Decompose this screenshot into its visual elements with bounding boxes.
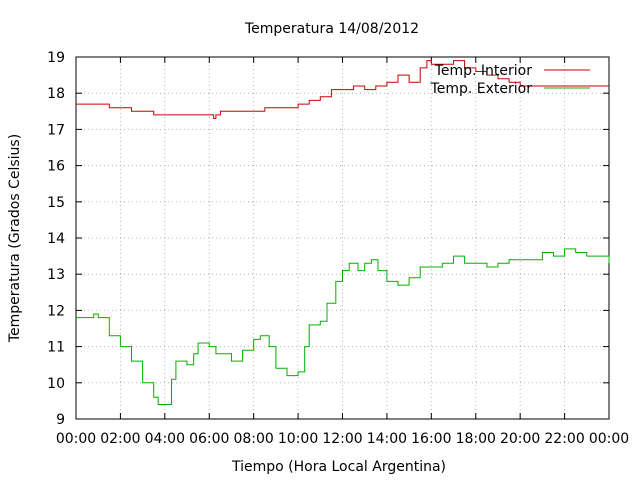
x-tick-label: 14:00 [367,431,407,447]
x-tick-label: 00:00 [56,431,96,447]
y-tick-label: 15 [47,195,65,211]
y-tick-label: 17 [47,122,65,138]
y-tick-label: 19 [47,50,65,66]
y-axis-label: Temperatura (Grados Celsius) [7,134,23,343]
series-lines [76,60,610,405]
y-tick-label: 11 [47,340,65,356]
y-tick-label: 16 [47,159,65,175]
series-line-1 [76,248,610,405]
y-tick-label: 12 [47,303,65,319]
x-tick-label: 22:00 [544,431,584,447]
x-tick-label: 16:00 [411,431,451,447]
y-tick-label: 13 [47,267,65,283]
x-tick-label: 00:00 [589,431,629,447]
x-tick-label: 02:00 [100,431,140,447]
series-line-0 [76,60,609,119]
grid [76,57,609,419]
x-tick-label: 04:00 [145,431,185,447]
x-tick-label: 18:00 [456,431,496,447]
y-tick-label: 14 [47,231,65,247]
y-tick-label: 18 [47,86,65,102]
x-axis-label: Tiempo (Hora Local Argentina) [231,459,446,475]
x-tick-label: 10:00 [278,431,318,447]
chart-title: Temperatura 14/08/2012 [244,21,419,37]
y-tick-label: 9 [56,412,65,428]
legend: Temp. Interior Temp. Exterior [430,63,590,97]
x-tick-label: 08:00 [233,431,273,447]
x-tick-label: 20:00 [500,431,540,447]
x-axis: 00:00 02:00 04:00 06:00 08:00 10:00 12:00 14:00… [56,57,629,447]
x-tick-label: 06:00 [189,431,229,447]
legend-label: Temp. Interior [434,63,533,79]
legend-label: Temp. Exterior [430,81,533,97]
x-tick-label: 12:00 [322,431,362,447]
y-tick-label: 10 [47,376,65,392]
y-axis: 9 10 11 12 13 14 15 16 17 18 19 [47,50,609,428]
